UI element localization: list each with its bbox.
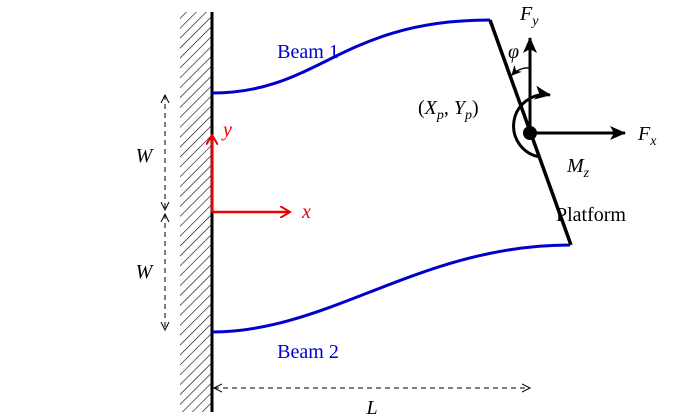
position-close: ) (472, 97, 479, 119)
beam-1 (211, 18, 491, 95)
position-y-symbol: Y (454, 97, 467, 119)
platform-label: Platform (556, 204, 626, 226)
force-y-label: Fy (519, 3, 539, 29)
axis-x-label: x (301, 201, 311, 223)
force-y-symbol: F (519, 3, 533, 25)
axis-y-label: y (221, 119, 232, 141)
position-open: ( (418, 97, 425, 119)
moment-arrow (512, 85, 551, 159)
beam-2-label: Beam 2 (277, 341, 339, 363)
width-top-label: W (136, 145, 155, 167)
angle-label: φ (508, 41, 519, 63)
moment-subscript: z (583, 166, 590, 181)
force-x-symbol: F (637, 123, 651, 145)
length-label: L (365, 397, 377, 419)
position-separator: , (444, 97, 454, 119)
moment-label: Mz (566, 155, 590, 181)
beam-2 (211, 243, 571, 334)
position-x-symbol: X (424, 97, 438, 119)
position-x-subscript: p (436, 108, 444, 123)
position-label: (Xp, Yp) (418, 97, 479, 123)
width-bottom-label: W (136, 261, 155, 283)
force-x-label: Fx (637, 123, 657, 149)
wall-hatch (180, 12, 212, 412)
platform-normal (506, 69, 531, 134)
force-x-subscript: x (649, 134, 657, 149)
moment-symbol: M (566, 155, 585, 177)
position-y-subscript: p (464, 108, 472, 123)
force-y-subscript: y (530, 14, 539, 29)
angle-arc (511, 64, 531, 76)
beam-1-label: Beam 1 (277, 41, 339, 63)
